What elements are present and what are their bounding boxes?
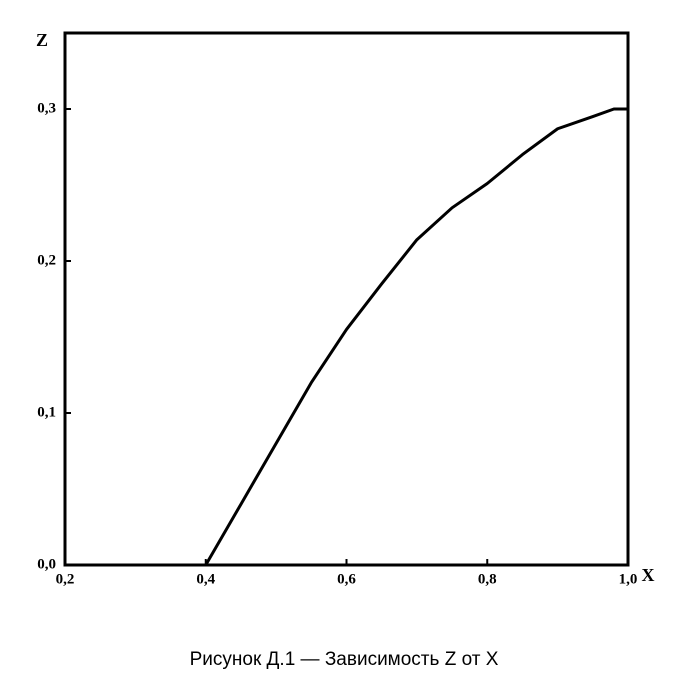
y-tick-label: 0,3 bbox=[37, 100, 56, 116]
x-tick-label: 0,8 bbox=[478, 571, 497, 587]
x-axis-label: X bbox=[642, 565, 655, 585]
x-tick-label: 0,4 bbox=[196, 571, 215, 587]
x-tick-label: 0,2 bbox=[56, 571, 75, 587]
y-tick-label: 0,2 bbox=[37, 252, 56, 268]
y-axis-label: Z bbox=[36, 30, 48, 50]
data-line bbox=[204, 107, 628, 566]
y-tick-label: 0,0 bbox=[37, 556, 56, 572]
x-tick-label: 1,0 bbox=[619, 571, 638, 587]
x-tick-label: 0,6 bbox=[337, 571, 356, 587]
chart-title: Рисунок Д.1 — Зависимость Z от X bbox=[190, 649, 499, 670]
plot-frame bbox=[63, 31, 630, 567]
y-tick-label: 0,1 bbox=[37, 404, 56, 420]
